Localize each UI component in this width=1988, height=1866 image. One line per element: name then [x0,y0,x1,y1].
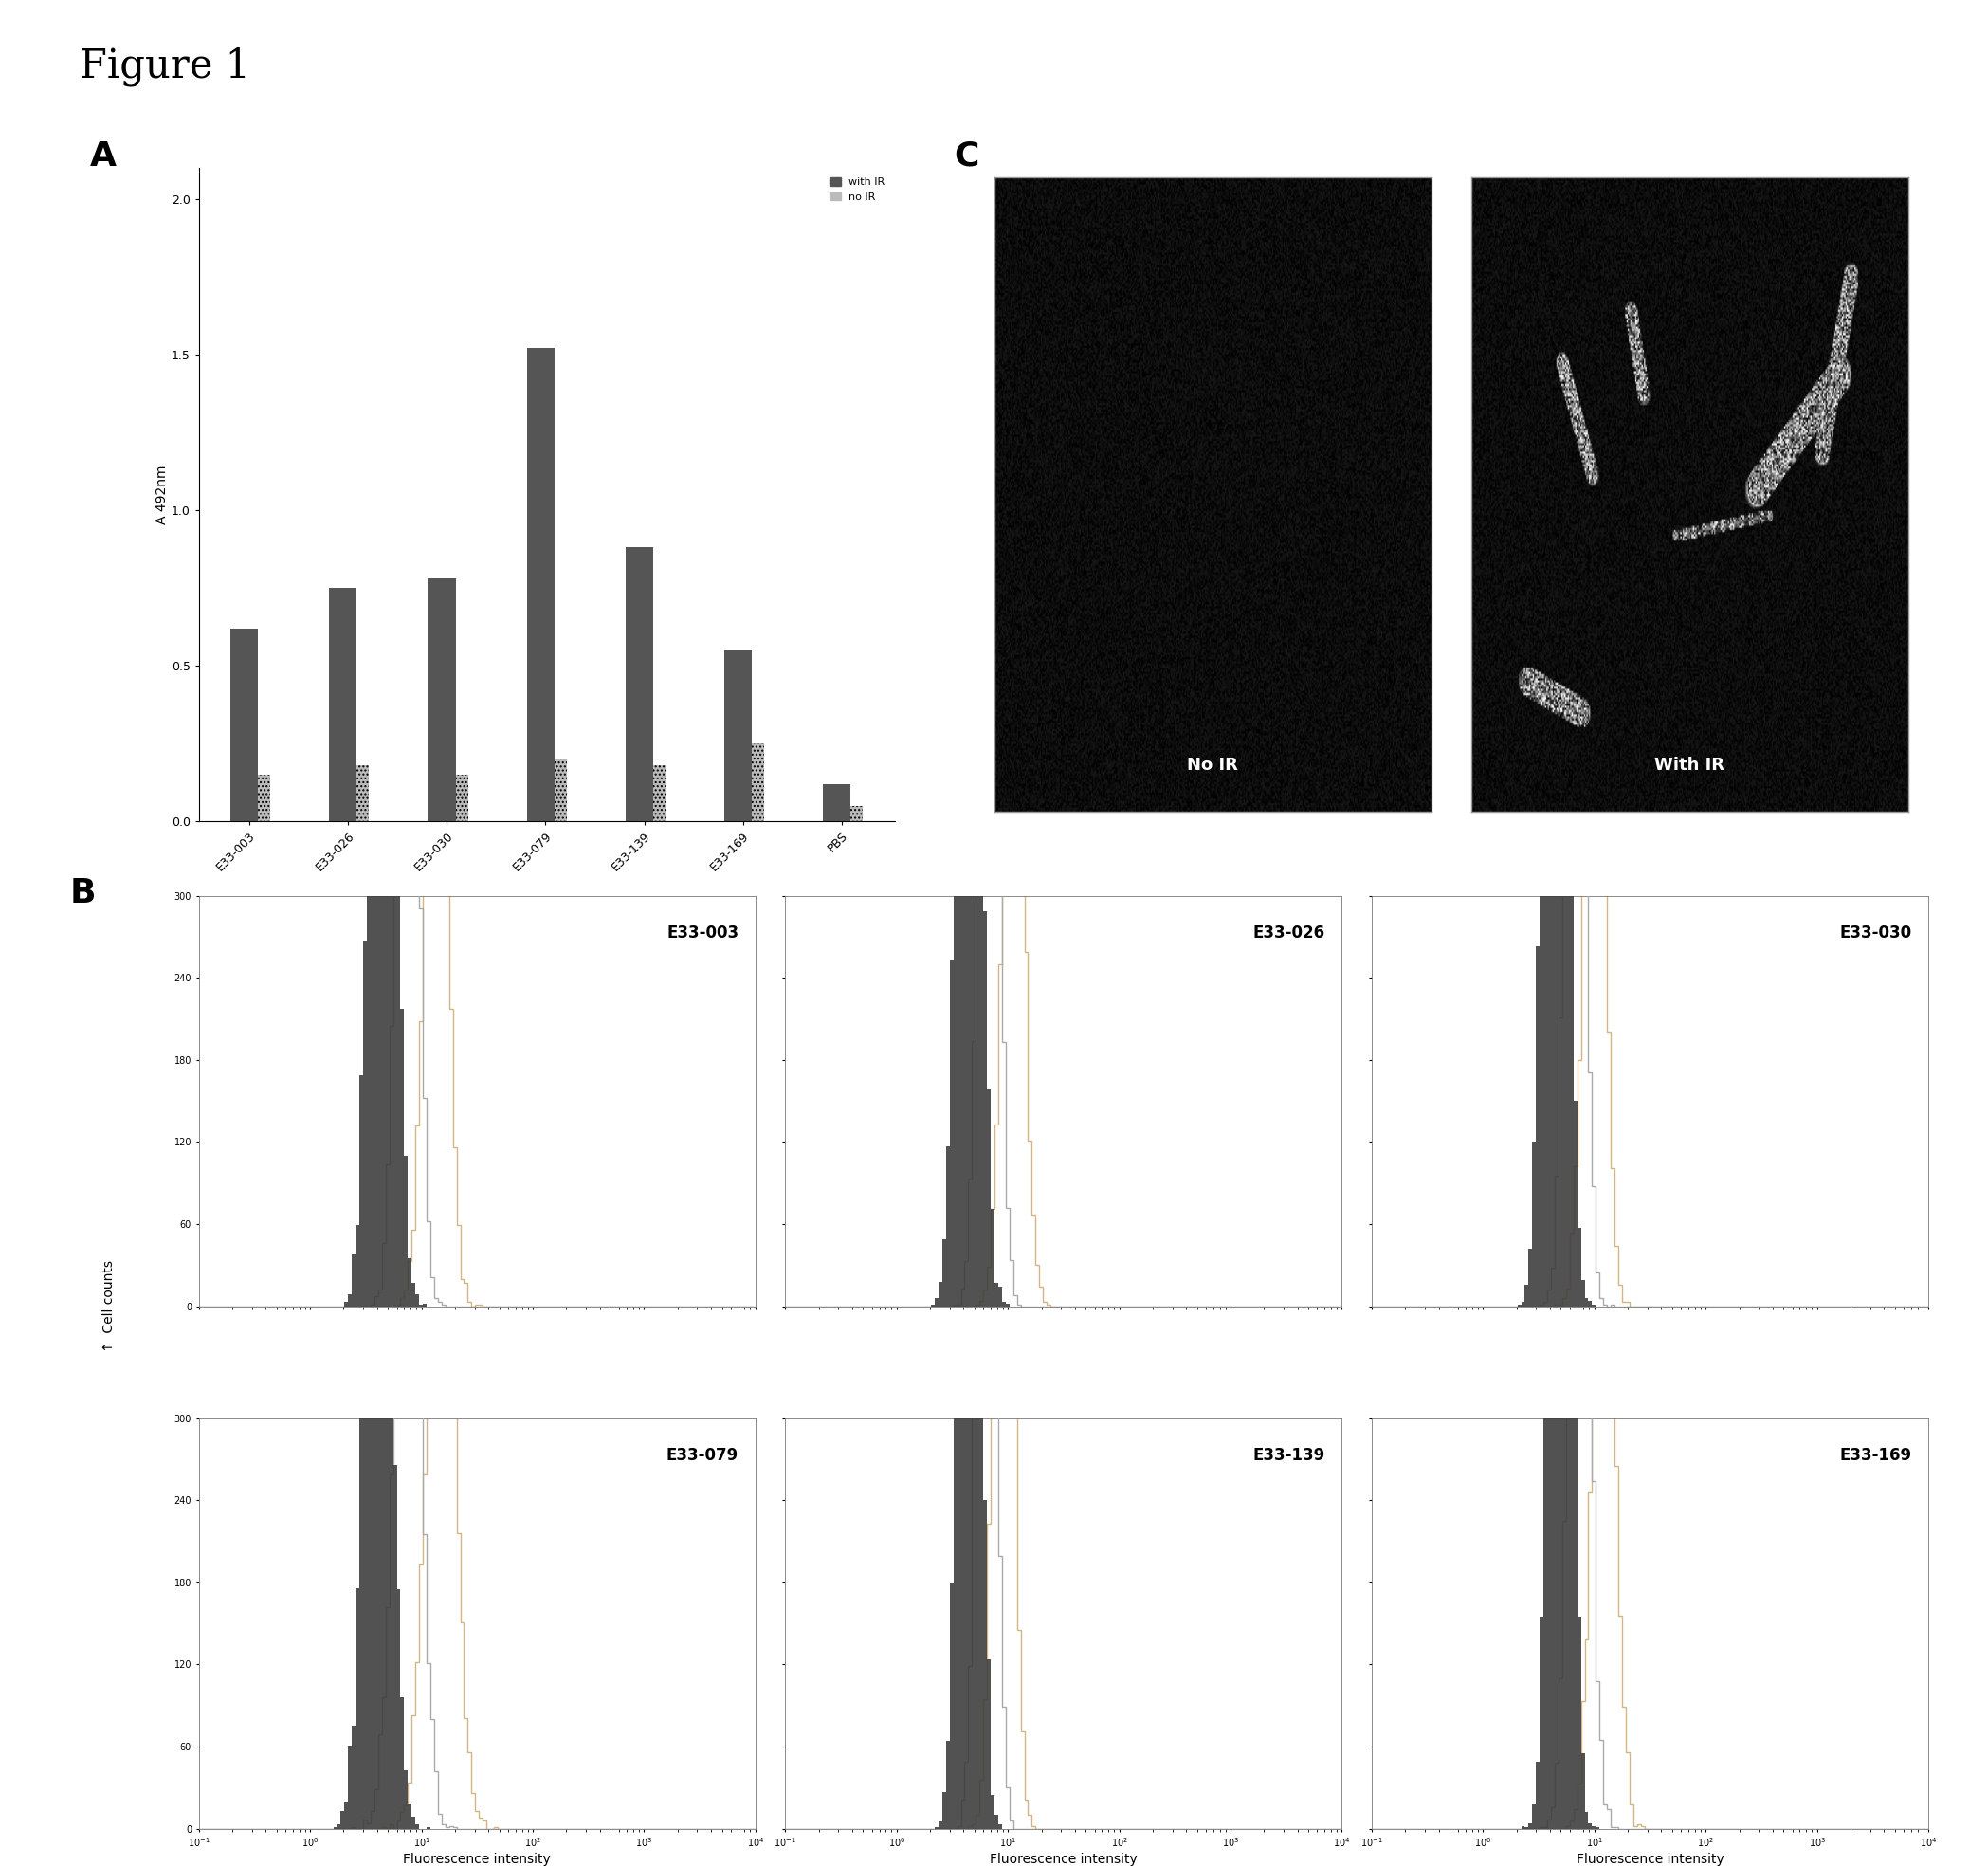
Text: E33-139: E33-139 [1252,1446,1326,1465]
Text: B: B [70,877,95,909]
Bar [336,765,370,821]
Bar [435,774,467,821]
Legend: with IR, no IR: with IR, no IR [825,174,889,205]
Text: E33-169: E33-169 [1839,1446,1912,1465]
Bar [724,649,751,821]
Polygon shape [785,0,1342,1306]
Bar [527,349,555,821]
Text: E33-030: E33-030 [1839,924,1912,942]
Polygon shape [1372,0,1928,1306]
Bar [330,588,356,821]
Bar [823,784,851,821]
X-axis label: Fluorescence intensity: Fluorescence intensity [404,1853,551,1866]
Bar [732,743,763,821]
Text: E33-003: E33-003 [666,924,740,942]
X-axis label: Fluorescence intensity: Fluorescence intensity [990,1853,1137,1866]
Bar [626,547,654,821]
Bar [239,774,270,821]
Bar [632,765,666,821]
Polygon shape [785,47,1342,1829]
Bar [231,629,258,821]
Text: Figure 1: Figure 1 [80,47,250,86]
Text: C: C [954,140,980,172]
Text: With IR: With IR [1654,756,1726,774]
Text: E33-079: E33-079 [666,1446,740,1465]
Polygon shape [1372,0,1928,1829]
Bar [831,806,863,821]
Text: ↑  Cell counts: ↑ Cell counts [103,1260,115,1353]
Text: E33-026: E33-026 [1252,924,1326,942]
Text: No IR: No IR [1187,756,1239,774]
Text: A: A [89,140,115,172]
Bar [427,578,455,821]
Y-axis label: A 492nm: A 492nm [155,465,169,524]
X-axis label: Fluorescence intensity: Fluorescence intensity [1576,1853,1724,1866]
Polygon shape [199,0,755,1306]
Polygon shape [199,782,755,1829]
Bar [535,759,567,821]
